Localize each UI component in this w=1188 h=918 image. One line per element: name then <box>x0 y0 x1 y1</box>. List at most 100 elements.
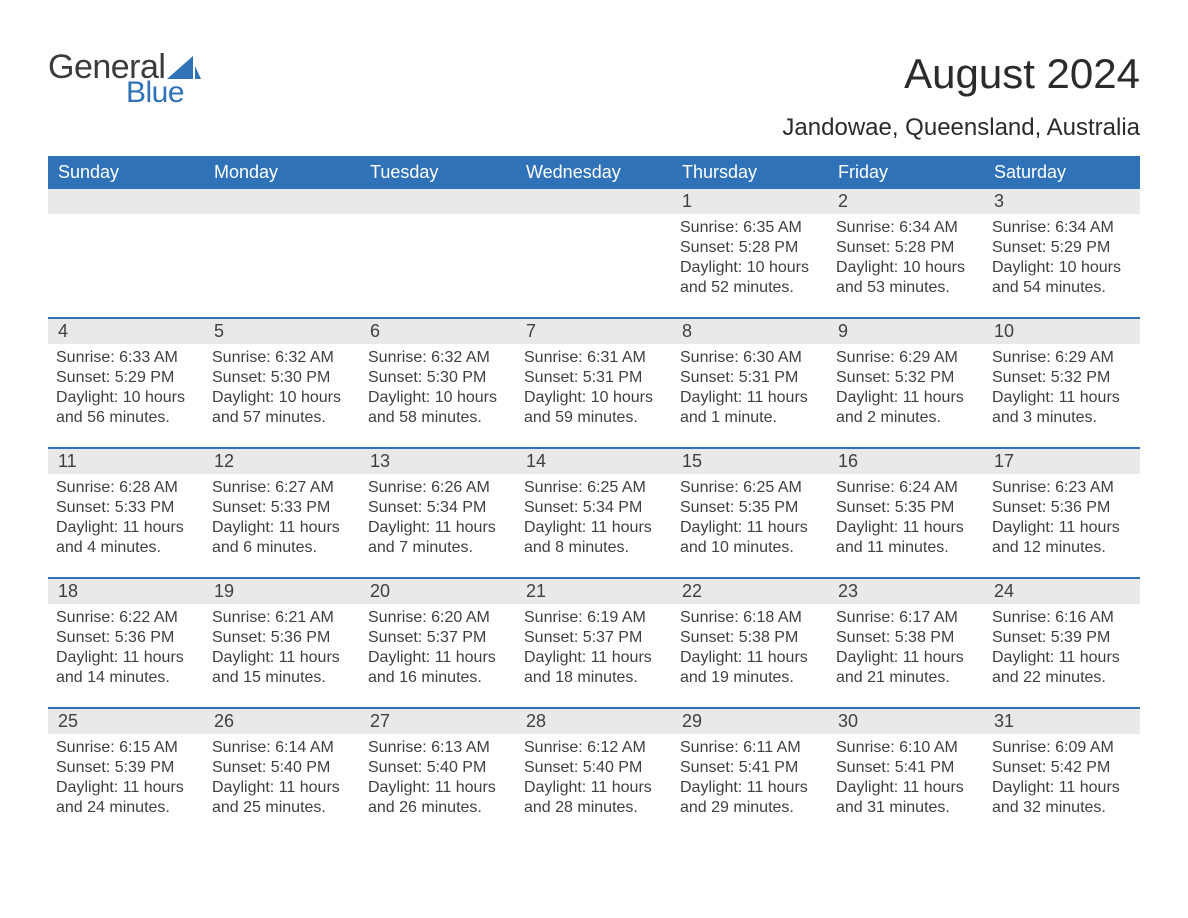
daylight-text: Daylight: 11 hours and 31 minutes. <box>836 778 976 818</box>
sunset-text: Sunset: 5:38 PM <box>836 628 976 648</box>
date-number: 17 <box>984 449 1140 474</box>
daylight-text: Daylight: 10 hours and 54 minutes. <box>992 258 1132 298</box>
daylight-text: Daylight: 11 hours and 3 minutes. <box>992 388 1132 428</box>
date-number: 15 <box>672 449 828 474</box>
day-cell: 13Sunrise: 6:26 AMSunset: 5:34 PMDayligh… <box>360 449 516 577</box>
sunrise-text: Sunrise: 6:35 AM <box>680 218 820 238</box>
day-cell: 12 Sunrise: 6:27 AMSunset: 5:33 PMDayligh… <box>204 449 360 577</box>
day-header: Wednesday <box>516 156 672 189</box>
day-cell: 25 Sunrise: 6:15 AMSunset: 5:39 PMDayligh… <box>48 709 204 837</box>
sunrise-text: Sunrise: 6:09 AM <box>992 738 1132 758</box>
sunrise-text: Sunrise: 6:17 AM <box>836 608 976 628</box>
date-number: 4 <box>48 319 204 344</box>
header: General Blue August 2024 <box>48 50 1140 108</box>
sunrise-text: Sunrise: 6:32 AM <box>212 348 352 368</box>
day-cell: 2Sunrise: 6:34 AMSunset: 5:28 PMDaylight… <box>828 189 984 317</box>
day-cell: 26Sunrise: 6:14 AMSunset: 5:40 PMDayligh… <box>204 709 360 837</box>
calendar: Sunday Monday Tuesday Wednesday Thursday… <box>48 156 1140 837</box>
daylight-text: Daylight: 11 hours and 11 minutes. <box>836 518 976 558</box>
day-header: Sunday <box>48 156 204 189</box>
sunset-text: Sunset: 5:30 PM <box>368 368 508 388</box>
date-number: 21 <box>516 579 672 604</box>
day-cell: 18Sunrise: 6:22 AMSunset: 5:36 PMDayligh… <box>48 579 204 707</box>
day-info: Sunrise: 6:27 AMSunset: 5:33 PMDaylight:… <box>212 478 352 558</box>
week-row: 1Sunrise: 6:35 AMSunset: 5:28 PMDaylight… <box>48 189 1140 317</box>
day-header: Thursday <box>672 156 828 189</box>
sunrise-text: Sunrise: 6:33 AM <box>56 348 196 368</box>
sunrise-text: Sunrise: 6:25 AM <box>680 478 820 498</box>
sunrise-text: Sunrise: 6:29 AM <box>836 348 976 368</box>
sunset-text: Sunset: 5:29 PM <box>56 368 196 388</box>
date-number: 22 <box>672 579 828 604</box>
day-cell: 23Sunrise: 6:17 AMSunset: 5:38 PMDayligh… <box>828 579 984 707</box>
day-cell: 11Sunrise: 6:28 AMSunset: 5:33 PMDayligh… <box>48 449 204 577</box>
daylight-text: Daylight: 11 hours and 19 minutes. <box>680 648 820 688</box>
daylight-text: Daylight: 11 hours and 6 minutes. <box>212 518 352 558</box>
day-cell: 9 Sunrise: 6:29 AMSunset: 5:32 PMDaylight… <box>828 319 984 447</box>
sunset-text: Sunset: 5:31 PM <box>524 368 664 388</box>
day-cell: 28Sunrise: 6:12 AMSunset: 5:40 PMDayligh… <box>516 709 672 837</box>
daylight-text: Daylight: 11 hours and 21 minutes. <box>836 648 976 688</box>
sunrise-text: Sunrise: 6:30 AM <box>680 348 820 368</box>
sunset-text: Sunset: 5:42 PM <box>992 758 1132 778</box>
daylight-text: Daylight: 11 hours and 16 minutes. <box>368 648 508 688</box>
day-cell: 7Sunrise: 6:31 AMSunset: 5:31 PMDaylight… <box>516 319 672 447</box>
sunset-text: Sunset: 5:33 PM <box>212 498 352 518</box>
sunrise-text: Sunrise: 6:26 AM <box>368 478 508 498</box>
day-info: Sunrise: 6:15 AMSunset: 5:39 PMDaylight:… <box>56 738 196 818</box>
date-number: 24 <box>984 579 1140 604</box>
sunset-text: Sunset: 5:40 PM <box>212 758 352 778</box>
date-number: 31 <box>984 709 1140 734</box>
daylight-text: Daylight: 11 hours and 29 minutes. <box>680 778 820 818</box>
sunset-text: Sunset: 5:32 PM <box>836 368 976 388</box>
day-info: Sunrise: 6:23 AMSunset: 5:36 PMDaylight:… <box>992 478 1132 558</box>
day-info: Sunrise: 6:32 AMSunset: 5:30 PMDaylight:… <box>368 348 508 428</box>
day-info: Sunrise: 6:24 AMSunset: 5:35 PMDaylight:… <box>836 478 976 558</box>
sunrise-text: Sunrise: 6:34 AM <box>836 218 976 238</box>
day-info: Sunrise: 6:29 AMSunset: 5:32 PMDaylight:… <box>836 348 976 428</box>
sunset-text: Sunset: 5:31 PM <box>680 368 820 388</box>
day-info: Sunrise: 6:20 AMSunset: 5:37 PMDaylight:… <box>368 608 508 688</box>
day-info: Sunrise: 6:34 AMSunset: 5:28 PMDaylight:… <box>836 218 976 298</box>
sunset-text: Sunset: 5:41 PM <box>836 758 976 778</box>
day-cell <box>360 189 516 317</box>
day-info: Sunrise: 6:30 AMSunset: 5:31 PMDaylight:… <box>680 348 820 428</box>
sunrise-text: Sunrise: 6:27 AM <box>212 478 352 498</box>
day-info: Sunrise: 6:21 AMSunset: 5:36 PMDaylight:… <box>212 608 352 688</box>
daylight-text: Daylight: 11 hours and 14 minutes. <box>56 648 196 688</box>
date-number: 8 <box>672 319 828 344</box>
day-info: Sunrise: 6:33 AMSunset: 5:29 PMDaylight:… <box>56 348 196 428</box>
daylight-text: Daylight: 10 hours and 56 minutes. <box>56 388 196 428</box>
day-info: Sunrise: 6:11 AMSunset: 5:41 PMDaylight:… <box>680 738 820 818</box>
date-number: 12 <box>204 449 360 474</box>
sunrise-text: Sunrise: 6:23 AM <box>992 478 1132 498</box>
daylight-text: Daylight: 11 hours and 2 minutes. <box>836 388 976 428</box>
sunset-text: Sunset: 5:28 PM <box>836 238 976 258</box>
daylight-text: Daylight: 11 hours and 32 minutes. <box>992 778 1132 818</box>
date-number: 3 <box>984 189 1140 214</box>
daylight-text: Daylight: 10 hours and 53 minutes. <box>836 258 976 298</box>
day-cell: 20Sunrise: 6:20 AMSunset: 5:37 PMDayligh… <box>360 579 516 707</box>
day-cell: 6Sunrise: 6:32 AMSunset: 5:30 PMDaylight… <box>360 319 516 447</box>
day-info: Sunrise: 6:12 AMSunset: 5:40 PMDaylight:… <box>524 738 664 818</box>
sunrise-text: Sunrise: 6:25 AM <box>524 478 664 498</box>
sunrise-text: Sunrise: 6:19 AM <box>524 608 664 628</box>
sunset-text: Sunset: 5:34 PM <box>524 498 664 518</box>
date-number: 25 <box>48 709 204 734</box>
daylight-text: Daylight: 11 hours and 18 minutes. <box>524 648 664 688</box>
sunset-text: Sunset: 5:33 PM <box>56 498 196 518</box>
day-cell <box>204 189 360 317</box>
logo: General Blue <box>48 50 201 108</box>
daylight-text: Daylight: 11 hours and 26 minutes. <box>368 778 508 818</box>
sunrise-text: Sunrise: 6:13 AM <box>368 738 508 758</box>
sunset-text: Sunset: 5:38 PM <box>680 628 820 648</box>
day-info: Sunrise: 6:26 AMSunset: 5:34 PMDaylight:… <box>368 478 508 558</box>
date-number: 9 <box>828 319 984 344</box>
date-number: 30 <box>828 709 984 734</box>
date-number: 29 <box>672 709 828 734</box>
day-info: Sunrise: 6:22 AMSunset: 5:36 PMDaylight:… <box>56 608 196 688</box>
sunrise-text: Sunrise: 6:11 AM <box>680 738 820 758</box>
location-text: Jandowae, Queensland, Australia <box>48 114 1140 142</box>
date-number: 16 <box>828 449 984 474</box>
sunset-text: Sunset: 5:41 PM <box>680 758 820 778</box>
